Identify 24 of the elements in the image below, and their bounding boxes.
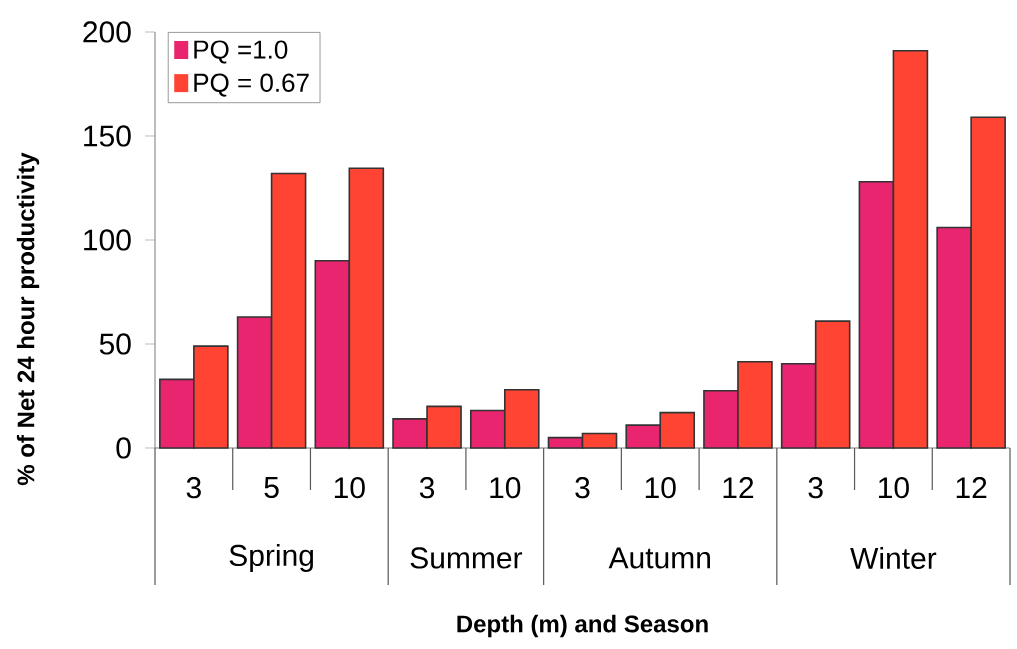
x-tick-label: 5	[264, 477, 279, 498]
y-tick-label: 100	[84, 229, 131, 251]
x-tick-label: 3	[575, 477, 590, 499]
x-tick-label: 10	[879, 477, 909, 499]
x-tick-label: 10	[490, 477, 521, 499]
text: Summer	[410, 547, 523, 569]
x-tick-label: 3	[186, 477, 201, 499]
y-tick-label: 0	[116, 437, 131, 459]
x-tick-label: 3	[808, 477, 823, 499]
x-tick-label: 12	[956, 477, 987, 499]
y-tick-label: 50	[99, 333, 131, 355]
x-tick-label: 3	[419, 477, 435, 499]
y-tick-label: 150	[84, 125, 131, 147]
x-tick-label: 12	[723, 477, 754, 499]
text: Winter	[850, 546, 937, 569]
legend-label: PQ = 0.67	[194, 73, 309, 97]
x-axis-title: Depth (m) and Season	[457, 614, 708, 638]
x-tick-label: 10	[645, 477, 676, 499]
x-tick-label: 10	[334, 477, 365, 499]
y-axis-title: % of Net 24 hour productivity	[16, 152, 40, 486]
text: Spring	[229, 544, 313, 572]
legend-label: PQ =1.0	[194, 40, 288, 64]
y-tick-label: 200	[83, 21, 131, 43]
text: Autumn	[608, 547, 710, 569]
